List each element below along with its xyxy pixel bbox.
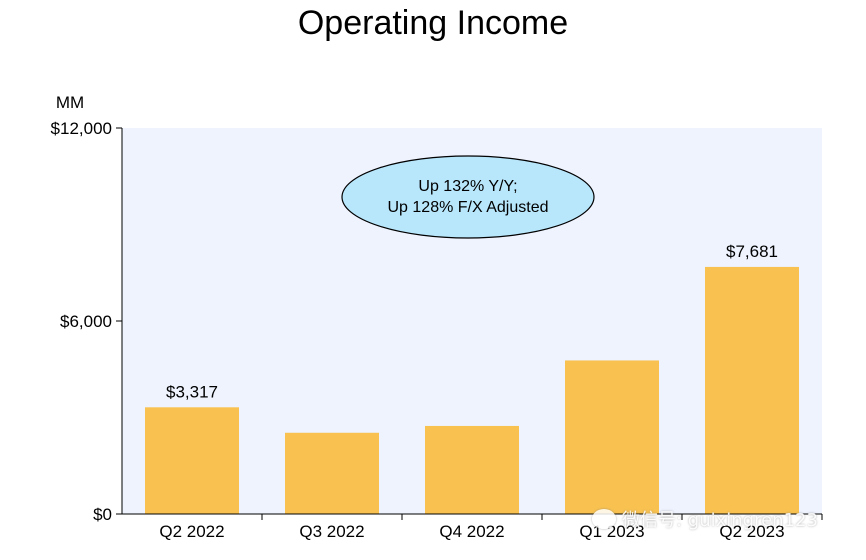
bar-q2-2023 (705, 266, 799, 514)
bar-q2-2022 (145, 407, 239, 514)
x-tick-label: Q3 2022 (299, 522, 364, 541)
watermark: 微信号: guixingren123 (592, 506, 818, 532)
x-tick-label: Q4 2022 (439, 522, 504, 541)
y-tick-label: $12,000 (51, 119, 112, 138)
x-tick-label: Q2 2023 (719, 522, 784, 541)
bar-q1-2023 (565, 360, 659, 514)
annotation-line: Up 132% Y/Y; (418, 178, 517, 195)
annotation-ellipse (341, 155, 595, 239)
y-tick-label: $0 (93, 505, 112, 524)
data-label: $3,317 (166, 382, 218, 401)
watermark-text: 微信号: guixingren123 (622, 510, 818, 531)
data-label: $7,681 (726, 242, 778, 261)
wechat-icon (592, 509, 616, 529)
chart-title: Operating Income (297, 4, 569, 42)
y-tick-label: $6,000 (60, 312, 112, 331)
annotation-line: Up 128% F/X Adjusted (388, 199, 549, 216)
annotation-bubble: Up 132% Y/Y; Up 128% F/X Adjusted (341, 155, 595, 239)
bar-q4-2022 (425, 425, 519, 514)
unit-label: MM (56, 93, 84, 112)
x-tick-label: Q2 2022 (159, 522, 224, 541)
bar-q3-2022 (285, 432, 379, 514)
